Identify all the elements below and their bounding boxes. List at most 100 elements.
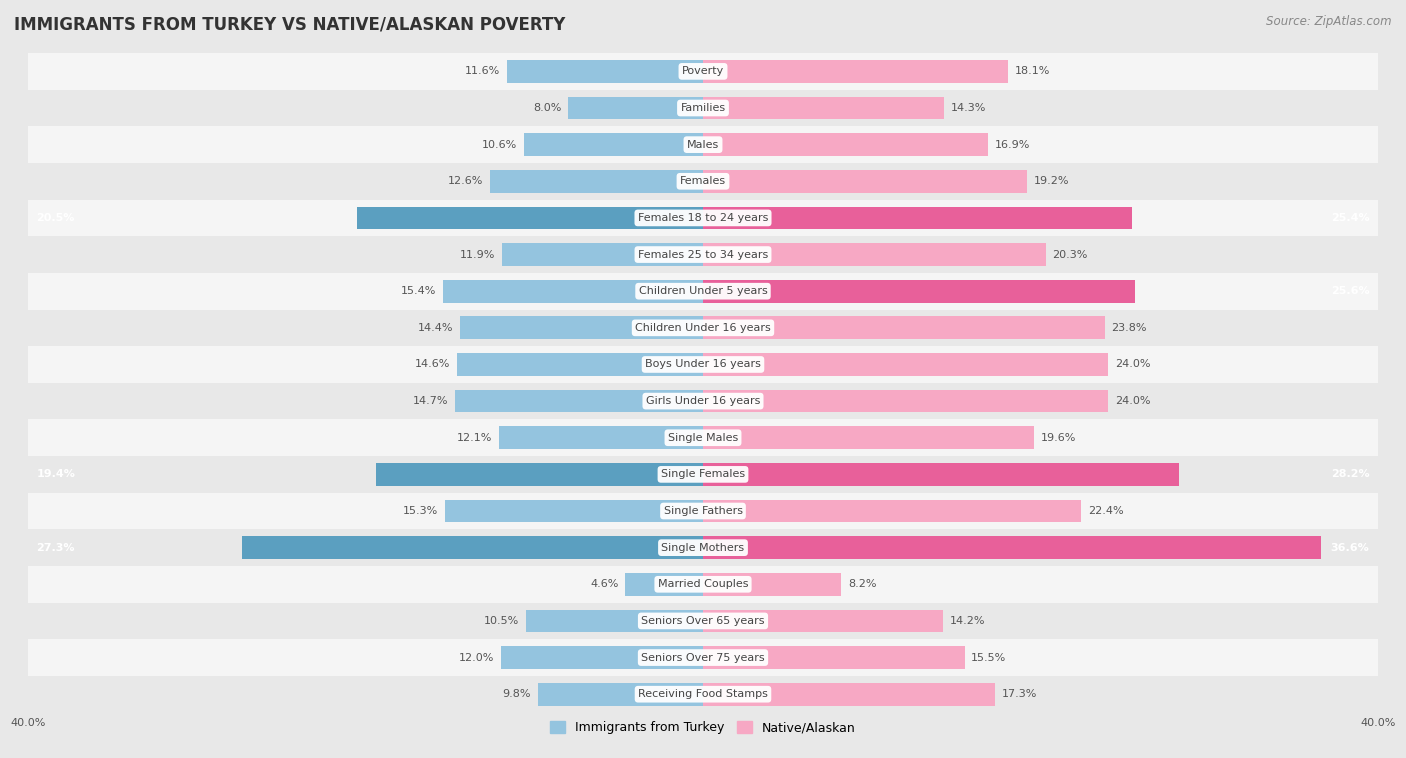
Text: 15.3%: 15.3% [404, 506, 439, 516]
Text: Seniors Over 65 years: Seniors Over 65 years [641, 616, 765, 626]
Bar [28, 419, 1378, 456]
Text: 16.9%: 16.9% [995, 139, 1031, 149]
Bar [703, 207, 1132, 229]
Bar [28, 127, 1378, 163]
Text: 14.2%: 14.2% [949, 616, 984, 626]
Bar [444, 500, 703, 522]
Text: 20.5%: 20.5% [37, 213, 75, 223]
Bar [28, 529, 1378, 566]
Bar [460, 317, 703, 339]
Text: 19.4%: 19.4% [37, 469, 76, 479]
Text: Boys Under 16 years: Boys Under 16 years [645, 359, 761, 369]
Text: 11.6%: 11.6% [465, 67, 501, 77]
Text: Receiving Food Stamps: Receiving Food Stamps [638, 689, 768, 699]
Bar [703, 60, 1008, 83]
Text: 12.1%: 12.1% [457, 433, 492, 443]
Bar [502, 243, 703, 266]
Bar [28, 639, 1378, 676]
Bar [28, 236, 1378, 273]
Bar [28, 89, 1378, 127]
Text: Males: Males [688, 139, 718, 149]
Legend: Immigrants from Turkey, Native/Alaskan: Immigrants from Turkey, Native/Alaskan [546, 716, 860, 739]
Bar [28, 676, 1378, 713]
Bar [28, 199, 1378, 236]
Bar [703, 573, 841, 596]
Text: 22.4%: 22.4% [1088, 506, 1123, 516]
Bar [524, 133, 703, 156]
Text: 12.0%: 12.0% [458, 653, 494, 662]
Bar [703, 97, 945, 119]
Text: 36.6%: 36.6% [1330, 543, 1369, 553]
Text: IMMIGRANTS FROM TURKEY VS NATIVE/ALASKAN POVERTY: IMMIGRANTS FROM TURKEY VS NATIVE/ALASKAN… [14, 15, 565, 33]
Bar [703, 609, 942, 632]
Text: Children Under 16 years: Children Under 16 years [636, 323, 770, 333]
Bar [703, 647, 965, 669]
Text: 19.2%: 19.2% [1033, 177, 1069, 186]
Bar [443, 280, 703, 302]
Bar [457, 353, 703, 376]
Text: 10.5%: 10.5% [484, 616, 519, 626]
Bar [703, 170, 1026, 193]
Text: 12.6%: 12.6% [449, 177, 484, 186]
Bar [28, 309, 1378, 346]
Text: 8.0%: 8.0% [533, 103, 561, 113]
Text: Poverty: Poverty [682, 67, 724, 77]
Text: 9.8%: 9.8% [502, 689, 531, 699]
Bar [626, 573, 703, 596]
Text: 11.9%: 11.9% [460, 249, 495, 259]
Text: Families: Families [681, 103, 725, 113]
Bar [526, 609, 703, 632]
Text: 14.3%: 14.3% [950, 103, 987, 113]
Text: 25.4%: 25.4% [1331, 213, 1369, 223]
Text: 14.4%: 14.4% [418, 323, 453, 333]
Text: 14.7%: 14.7% [413, 396, 449, 406]
Text: Married Couples: Married Couples [658, 579, 748, 589]
Bar [703, 390, 1108, 412]
Bar [28, 346, 1378, 383]
Bar [703, 427, 1033, 449]
Bar [375, 463, 703, 486]
Bar [28, 163, 1378, 199]
Text: Females 25 to 34 years: Females 25 to 34 years [638, 249, 768, 259]
Bar [703, 133, 988, 156]
Bar [28, 493, 1378, 529]
Bar [508, 60, 703, 83]
Text: 28.2%: 28.2% [1331, 469, 1369, 479]
Bar [242, 537, 703, 559]
Bar [28, 456, 1378, 493]
Text: Girls Under 16 years: Girls Under 16 years [645, 396, 761, 406]
Bar [703, 683, 995, 706]
Text: 10.6%: 10.6% [482, 139, 517, 149]
Text: Single Mothers: Single Mothers [661, 543, 745, 553]
Text: Females 18 to 24 years: Females 18 to 24 years [638, 213, 768, 223]
Text: Single Females: Single Females [661, 469, 745, 479]
Text: 19.6%: 19.6% [1040, 433, 1076, 443]
Text: 27.3%: 27.3% [37, 543, 75, 553]
Bar [456, 390, 703, 412]
Bar [28, 53, 1378, 89]
Bar [568, 97, 703, 119]
Text: Children Under 5 years: Children Under 5 years [638, 287, 768, 296]
Text: 24.0%: 24.0% [1115, 396, 1150, 406]
Text: 8.2%: 8.2% [848, 579, 876, 589]
Text: Females: Females [681, 177, 725, 186]
Bar [703, 463, 1178, 486]
Text: 4.6%: 4.6% [591, 579, 619, 589]
Text: Source: ZipAtlas.com: Source: ZipAtlas.com [1267, 15, 1392, 28]
Bar [491, 170, 703, 193]
Text: 25.6%: 25.6% [1331, 287, 1369, 296]
Text: 15.5%: 15.5% [972, 653, 1007, 662]
Text: Single Males: Single Males [668, 433, 738, 443]
Bar [703, 243, 1046, 266]
Bar [703, 317, 1105, 339]
Bar [501, 647, 703, 669]
Bar [703, 500, 1081, 522]
Bar [499, 427, 703, 449]
Text: 15.4%: 15.4% [401, 287, 436, 296]
Bar [28, 383, 1378, 419]
Text: 14.6%: 14.6% [415, 359, 450, 369]
Bar [703, 537, 1320, 559]
Text: 24.0%: 24.0% [1115, 359, 1150, 369]
Bar [28, 273, 1378, 309]
Text: 17.3%: 17.3% [1001, 689, 1038, 699]
